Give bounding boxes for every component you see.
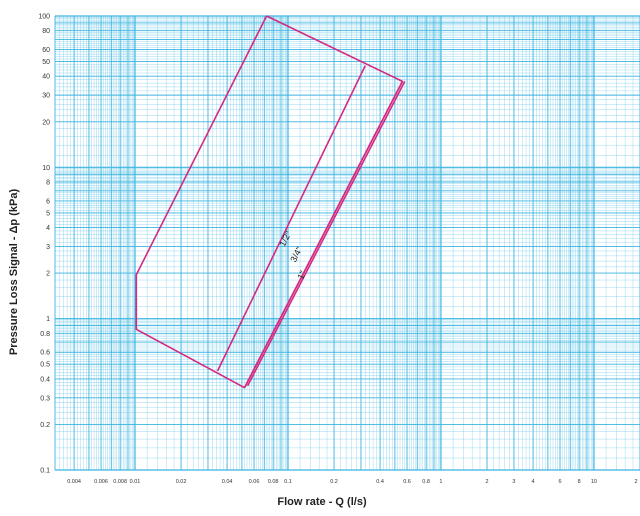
x-tick-label: 0.04 (222, 479, 233, 485)
x-tick-labels: 0.004 0.006 0.008 0.01 0.02 0.04 0.06 0.08 0.1 0.… (67, 479, 637, 485)
y-tick-label: 5 (46, 210, 50, 217)
y-tick-label: 0.6 (40, 350, 50, 357)
y-tick-label: 10 (42, 165, 50, 172)
x-tick-label: 6 (558, 479, 561, 485)
x-tick-label: 0.6 (403, 479, 411, 485)
y-tick-labels: 0.1 0.2 0.3 0.4 0.5 0.6 0.8 1 2 3 4 5 6 8 10 20 30 40 50 60… (38, 14, 50, 475)
x-tick-label: 0.006 (94, 479, 108, 485)
x-tick-label: 0.01 (130, 479, 141, 485)
x-tick-label: 3 (512, 479, 515, 485)
y-tick-label: 20 (42, 119, 50, 126)
y-tick-label: 0.3 (40, 395, 50, 402)
envelope-line (135, 15, 404, 389)
y-tick-label: 0.1 (40, 468, 50, 475)
y-tick-label: 0.2 (40, 422, 50, 429)
size-line (243, 80, 404, 389)
x-tick-label: 2 (485, 479, 488, 485)
x-tick-label: 8 (578, 479, 581, 485)
y-tick-label: 40 (42, 74, 50, 81)
x-tick-label: 4 (532, 479, 535, 485)
y-axis-title: Pressure Loss Signal - Δp (kPa) (8, 189, 20, 356)
x-tick-label: 0.06 (249, 479, 260, 485)
x-tick-label: 1 (439, 479, 442, 485)
y-tick-label: 8 (46, 180, 50, 187)
series-lines (135, 15, 406, 389)
y-tick-label: 0.5 (40, 362, 50, 369)
size-line (216, 65, 366, 372)
y-tick-label: 4 (46, 225, 50, 232)
y-tick-label: 60 (42, 47, 50, 54)
x-tick-label: 0.8 (422, 479, 430, 485)
x-tick-label: 0.004 (67, 479, 81, 485)
curve-label: 1/2" (277, 230, 293, 249)
y-tick-label: 100 (38, 14, 50, 21)
x-tick-label: 0.02 (176, 479, 187, 485)
x-tick-label: 0.2 (330, 479, 338, 485)
y-tick-label: 6 (46, 198, 50, 205)
y-tick-label: 0.4 (40, 376, 50, 383)
x-tick-label: 0.08 (268, 479, 279, 485)
y-tick-label: 2 (46, 271, 50, 278)
y-tick-label: 50 (42, 59, 50, 66)
minor-grid (55, 16, 640, 470)
x-tick-label: 2 (634, 479, 637, 485)
x-tick-label: 0.4 (376, 479, 384, 485)
size-line (246, 80, 406, 387)
x-tick-label: 0.1 (284, 479, 292, 485)
y-tick-label: 30 (42, 93, 50, 100)
y-tick-label: 0.8 (40, 331, 50, 338)
curve-label: 1" (295, 269, 308, 281)
x-axis-title: Flow rate - Q (l/s) (277, 496, 367, 508)
x-tick-label: 10 (591, 479, 597, 485)
y-tick-label: 80 (42, 28, 50, 35)
y-tick-label: 3 (46, 244, 50, 251)
x-tick-label: 0.008 (113, 479, 127, 485)
major-grid (54, 15, 640, 471)
y-tick-label: 1 (46, 316, 50, 323)
